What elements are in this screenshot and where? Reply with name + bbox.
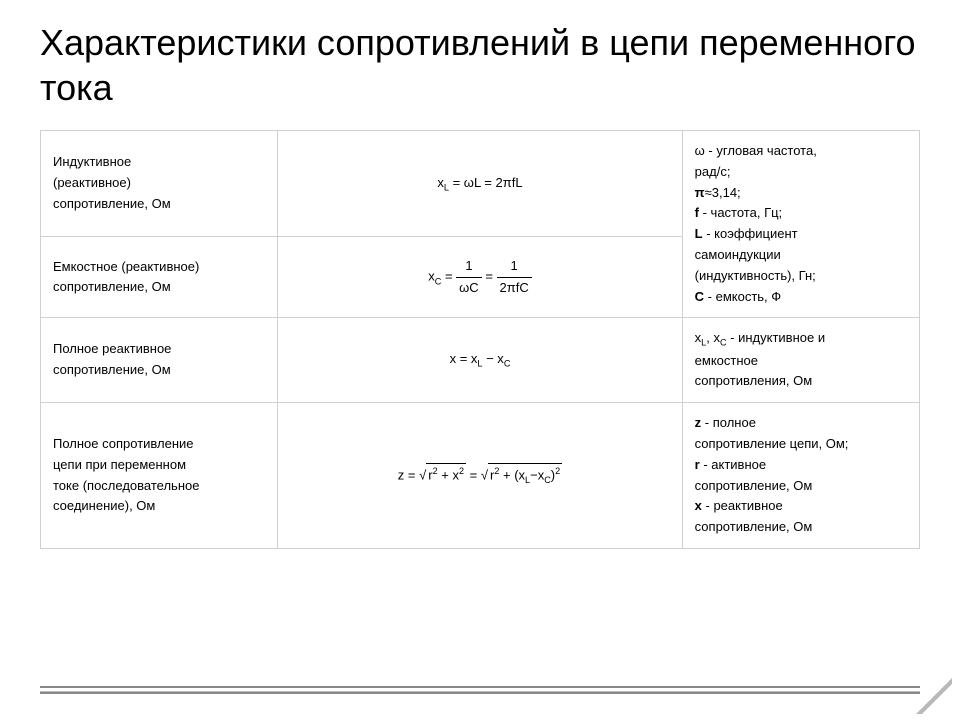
- table-row: Полное реактивноесопротивление, Омx = xL…: [41, 318, 920, 403]
- row-name: Полное сопротивлениецепи при переменномт…: [41, 403, 278, 549]
- row-legend: xL, xC - индуктивное иемкостноесопротивл…: [682, 318, 919, 403]
- resistance-table: Индуктивное(реактивное)сопротивление, Ом…: [40, 130, 920, 549]
- row-legend: ω - угловая частота,рад/с;π≈3,14;f - час…: [682, 131, 919, 318]
- table-row: Полное сопротивлениецепи при переменномт…: [41, 403, 920, 549]
- footer-double-rule: [40, 686, 920, 694]
- table-body: Индуктивное(реактивное)сопротивление, Ом…: [41, 131, 920, 549]
- row-formula: xL = ωL = 2πfL: [278, 131, 682, 237]
- table-row: Индуктивное(реактивное)сопротивление, Ом…: [41, 131, 920, 237]
- row-formula: x = xL − xC: [278, 318, 682, 403]
- row-name: Полное реактивноесопротивление, Ом: [41, 318, 278, 403]
- page-corner-fold: [916, 678, 952, 714]
- row-formula: z = √ r2 + x2 = √ r2 + (xL−xC)2: [278, 403, 682, 549]
- row-name: Емкостное (реактивное)сопротивление, Ом: [41, 237, 278, 318]
- page-title: Характеристики сопротивлений в цепи пере…: [40, 20, 920, 110]
- row-formula: xC = 1ωC = 12πfC: [278, 237, 682, 318]
- row-name: Индуктивное(реактивное)сопротивление, Ом: [41, 131, 278, 237]
- row-legend: z - полноесопротивление цепи, Ом;r - акт…: [682, 403, 919, 549]
